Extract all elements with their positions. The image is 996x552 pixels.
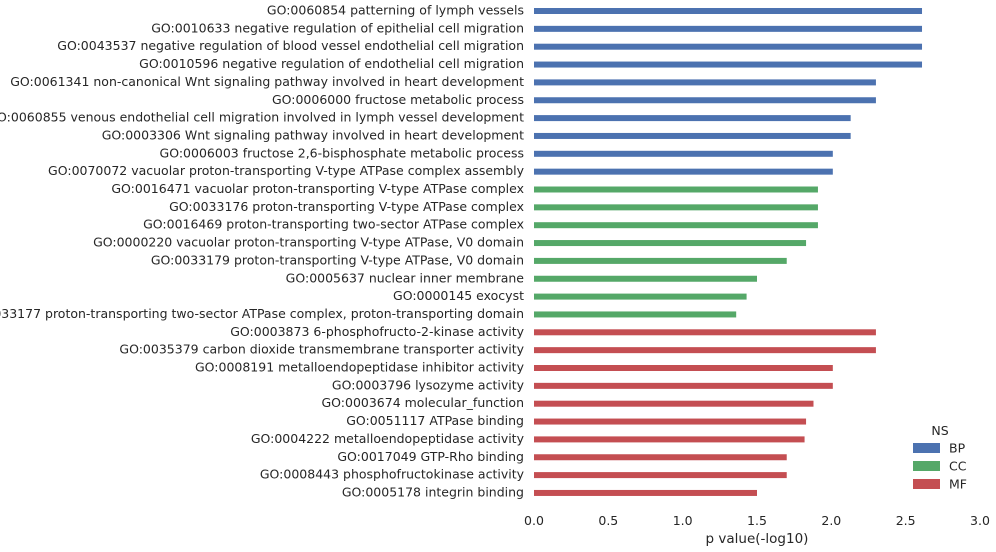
bar-mf [534,454,787,461]
bar-mf [534,489,757,496]
bar-bp [534,115,851,122]
bar-mf [534,400,814,407]
legend-swatch-mf [913,479,940,489]
category-label: GO:0006000 fructose metabolic process [272,92,524,107]
bar-cc [534,275,757,282]
bars-layer [534,8,923,496]
category-label: GO:0043537 negative regulation of blood … [57,38,524,53]
x-tick-label: 1.5 [747,513,767,528]
x-axis: 0.0 0.5 1.0 1.5 2.0 2.5 3.0 [524,513,990,528]
x-tick-label: 2.0 [821,513,841,528]
bar-cc [534,311,737,318]
category-label: GO:0003796 lysozyme activity [332,377,525,392]
legend-label-mf: MF [949,477,967,492]
category-label: GO:0060854 patterning of lymph vessels [267,3,524,18]
category-label: GO:0033176 proton-transporting V-type AT… [169,199,524,214]
category-label: GO:0061341 non-canonical Wnt signaling p… [10,74,524,89]
x-tick-label: 2.5 [896,513,916,528]
bar-bp [534,132,851,139]
legend-label-cc: CC [949,459,967,474]
bar-cc [534,293,747,300]
legend-swatch-cc [913,461,940,471]
category-label: GO:0010596 negative regulation of endoth… [139,56,524,71]
category-label: GO:0035379 carbon dioxide transmembrane … [119,342,524,357]
category-label: GO:0033177 proton-transporting two-secto… [0,306,524,321]
bar-bp [534,25,923,32]
category-label: GO:0016471 vacuolar proton-transporting … [111,181,524,196]
x-tick-label: 0.0 [524,513,544,528]
bar-cc [534,222,818,229]
x-tick-label: 0.5 [598,513,618,528]
category-label: GO:0017049 GTP-Rho binding [337,449,524,464]
category-label: GO:0070072 vacuolar proton-transporting … [48,163,525,178]
category-label: GO:0003306 Wnt signaling pathway involve… [102,127,524,142]
category-label: GO:0051117 ATPase binding [346,413,524,428]
bar-cc [534,204,818,211]
bar-bp [534,150,833,157]
bar-mf [534,347,876,354]
bar-mf [534,472,787,479]
x-axis-title: p value(-log10) [706,531,809,547]
category-labels: GO:0060854 patterning of lymph vessels GO… [0,3,525,500]
category-label: GO:0004222 metalloendopeptidase activity [251,431,525,446]
bar-mf [534,365,833,371]
legend-title: NS [931,423,948,438]
category-label: GO:0016469 proton-transporting two-secto… [143,217,524,232]
category-label: GO:0006003 fructose 2,6-bisphosphate met… [160,145,524,160]
bar-mf [534,329,876,336]
category-label: GO:0008443 phosphofructokinase activity [260,467,525,482]
bar-bp [534,43,923,50]
category-label: GO:0003674 molecular_function [321,395,524,410]
category-label: GO:0010633 negative regulation of epithe… [151,20,524,35]
x-tick-label: 3.0 [970,513,990,528]
bar-bp [534,79,876,86]
category-label: GO:0000145 exocyst [393,288,524,303]
bar-mf [534,382,833,389]
category-label: GO:0000220 vacuolar proton-transporting … [93,235,524,250]
legend-label-bp: BP [949,441,966,456]
legend: NS BP CC MF [913,423,967,492]
bar-mf [534,418,807,425]
category-label: GO:0005178 integrin binding [342,484,524,499]
category-label: GO:0008191 metalloendopeptidase inhibito… [195,360,525,375]
bar-cc [534,240,807,247]
bar-bp [534,168,833,175]
category-label: GO:0033179 proton-transporting V-type AT… [151,252,524,267]
x-tick-label: 1.0 [673,513,693,528]
bar-mf [534,436,805,443]
bar-bp [534,97,876,104]
category-label: GO:0060855 venous endothelial cell migra… [0,110,524,125]
bar-bp [534,8,923,14]
bar-cc [534,186,818,193]
bar-bp [534,61,923,68]
bar-cc [534,257,787,264]
category-label: GO:0005637 nuclear inner membrane [286,270,525,285]
category-label: GO:0003873 6-phosphofructo-2-kinase acti… [230,324,524,339]
legend-swatch-bp [913,443,940,453]
